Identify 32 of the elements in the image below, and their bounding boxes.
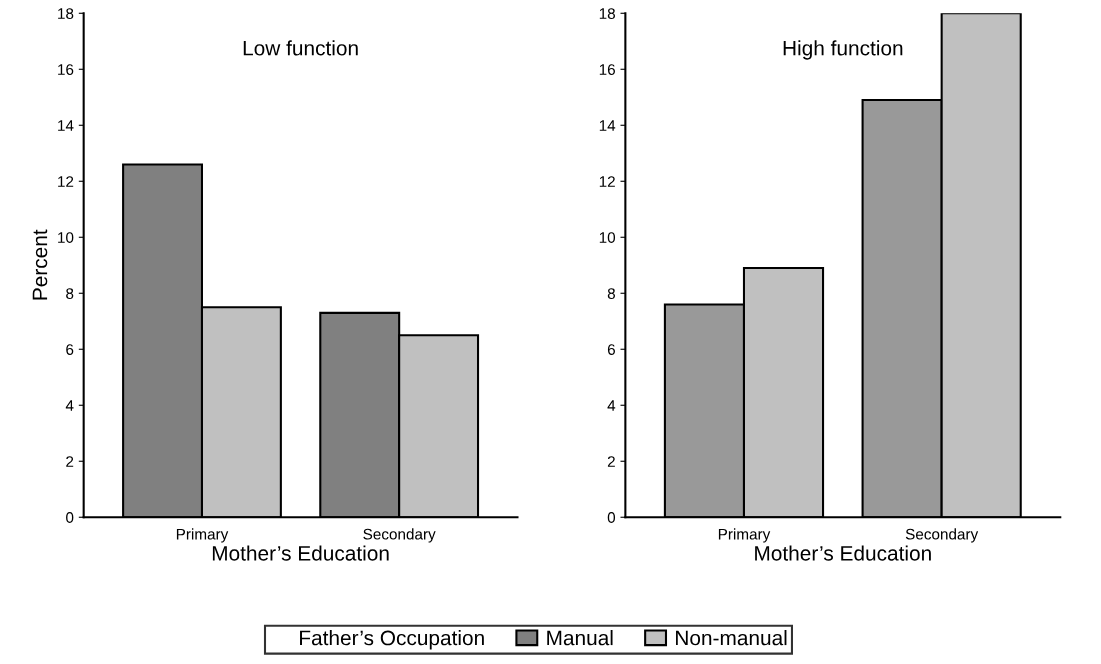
y-tick-label: 0 <box>607 512 616 523</box>
y-tick-label: 8 <box>66 288 74 299</box>
y-tick-label: 16 <box>58 64 74 75</box>
legend-title: Father’s Occupation <box>300 630 484 650</box>
x-tick-label: Primary <box>176 528 229 543</box>
y-tick-label: 4 <box>65 400 74 411</box>
legend-label: Non-manual <box>676 630 787 646</box>
y-tick-label: 2 <box>66 456 74 467</box>
y-tick-label: 8 <box>607 288 615 299</box>
y-tick-label: 16 <box>599 64 615 75</box>
y-tick-label: 4 <box>607 400 616 411</box>
y-tick-label: 12 <box>58 176 74 187</box>
y-tick-label: 6 <box>607 344 615 355</box>
y-tick-label: 10 <box>58 232 74 243</box>
y-tick-label: 12 <box>599 176 615 187</box>
y-tick-label: 18 <box>599 8 615 19</box>
y-tick-label: 14 <box>58 120 74 131</box>
y-tick-label: 6 <box>66 344 74 355</box>
x-tick-label: Primary <box>718 528 771 543</box>
x-axis-title: Mother’s Education <box>755 545 931 561</box>
x-axis-title: Mother’s Education <box>212 545 389 561</box>
y-tick-label: 14 <box>599 120 616 131</box>
text: High function <box>783 40 903 60</box>
y-axis-title: Percent <box>32 229 48 300</box>
y-tick-label: 10 <box>599 232 616 243</box>
y-tick-label: 0 <box>66 512 74 523</box>
legend-label: Manual <box>547 630 613 646</box>
text: Low function <box>243 40 358 56</box>
y-tick-label: 2 <box>607 456 615 467</box>
x-tick-label: Secondary <box>363 528 436 543</box>
x-tick-label: Secondary <box>905 528 979 543</box>
y-tick-label: 18 <box>58 8 74 19</box>
